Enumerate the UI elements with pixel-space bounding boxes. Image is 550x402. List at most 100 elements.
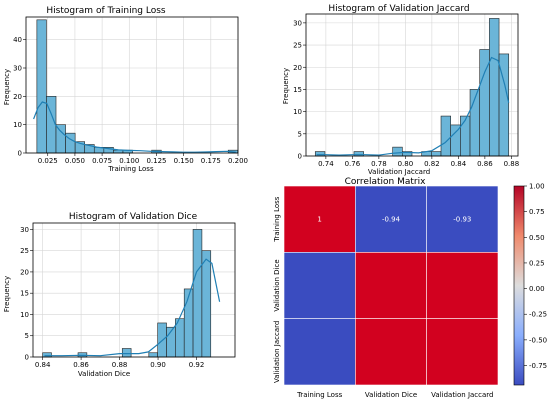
heatmap-y-label: Validation Dice [273, 259, 281, 311]
y-ticks: 0 10 20 30 40 [13, 36, 26, 158]
histogram-bar [42, 352, 52, 358]
x-tick-label: 0.92 [189, 361, 205, 369]
y-tick-label: 5 [25, 332, 29, 340]
colorbar-tick-label: 0.75 [529, 208, 545, 216]
heatmap-cell [355, 252, 427, 319]
heatmap-x-labels: Training Loss Validation Dice Validation J… [296, 391, 493, 399]
colorbar [513, 185, 525, 386]
x-tick-label: 0.200 [228, 157, 248, 165]
x-tick-label: 0.76 [345, 160, 361, 168]
colorbar-ticks: 1.00 0.75 0.50 0.25 0.00 -0.25 -0.50 -0.75 [524, 183, 547, 370]
y-tick-label: 20 [20, 268, 29, 276]
y-tick-label: 15 [20, 290, 29, 298]
kde-line [33, 101, 236, 153]
bars [314, 18, 510, 157]
x-tick-label: 0.150 [174, 157, 194, 165]
heatmap-cell [355, 185, 427, 253]
y-tick-label: 5 [298, 130, 302, 138]
histogram-bar [460, 115, 471, 157]
x-tick-label: 0.88 [112, 361, 128, 369]
colorbar-tick-label: -0.25 [529, 311, 547, 319]
y-axis-label: Frequency [282, 68, 290, 104]
cell-annotation: -0.93 [453, 216, 471, 224]
colorbar-tick-label: 1.00 [529, 183, 545, 191]
kde-line [44, 258, 221, 357]
chart-title: Histogram of Validation Jaccard [328, 4, 469, 14]
x-tick-label: 0.74 [318, 160, 334, 168]
x-tick-label: 0.90 [150, 361, 166, 369]
histogram-bar [314, 151, 326, 157]
plot-frame [25, 16, 239, 154]
heatmap-y-label: Training Loss [273, 196, 281, 243]
heatmap-x-label: Validation Jaccard [431, 391, 493, 399]
chart-title: Histogram of Validation Dice [69, 212, 198, 222]
histogram-bar [489, 18, 500, 157]
histogram-bar [192, 229, 203, 358]
x-axis-label: Validation Jaccard [368, 168, 430, 176]
heatmap-cell [283, 252, 356, 319]
x-tick-label: 0.84 [451, 160, 467, 168]
training-loss-histogram: 0.025 0.050 0.075 0.100 0.125 0.150 0.175 0.200… [3, 6, 248, 173]
y-tick-label: 10 [293, 108, 302, 116]
y-axis-label: Frequency [3, 276, 11, 312]
histogram-bar [353, 151, 364, 157]
y-tick-label: 0 [25, 354, 29, 362]
chart-title: Correlation Matrix [345, 177, 426, 187]
validation-dice-histogram: 0.84 0.86 0.88 0.90 0.92 0 5 10 15 20 25 30 Histog… [3, 212, 236, 378]
y-tick-label: 30 [13, 65, 22, 73]
colorbar-tick-label: 0.50 [529, 234, 545, 242]
colorbar-tick-label: 0.00 [529, 285, 545, 293]
x-tick-label: 0.86 [73, 361, 89, 369]
histogram-bar [183, 288, 194, 358]
cell-annotation: 1 [317, 216, 321, 224]
heatmap-y-label: Validation Jaccard [273, 321, 281, 383]
y-ticks: 0 5 10 15 20 25 30 [20, 226, 33, 362]
histogram-bar [36, 19, 47, 154]
x-tick-label: 0.82 [424, 160, 440, 168]
y-tick-label: 0 [298, 153, 302, 161]
x-tick-label: 0.125 [146, 157, 166, 165]
x-tick-label: 0.175 [201, 157, 221, 165]
x-ticks: 0.84 0.86 0.88 0.90 0.92 [35, 357, 204, 369]
histogram-bar [201, 250, 212, 358]
y-axis-label: Frequency [3, 69, 11, 105]
x-tick-label: 0.84 [35, 361, 51, 369]
histogram-bar [121, 348, 132, 358]
y-ticks: 0 5 10 15 20 25 30 [293, 19, 306, 161]
y-tick-label: 15 [293, 86, 302, 94]
x-tick-label: 0.78 [371, 160, 387, 168]
histogram-bar [431, 151, 442, 157]
x-ticks: 0.025 0.050 0.075 0.100 0.125 0.150 0.175 0.200 [38, 153, 248, 165]
plot-frame [305, 13, 519, 157]
x-tick-label: 0.075 [92, 157, 112, 165]
heatmap-cell [283, 318, 356, 386]
kde-line [316, 56, 510, 156]
heatmap-x-label: Validation Dice [365, 391, 417, 399]
y-tick-label: 10 [13, 121, 22, 129]
y-tick-label: 10 [20, 311, 29, 319]
x-tick-label: 0.025 [38, 157, 58, 165]
y-tick-label: 20 [293, 64, 302, 72]
x-tick-label: 0.80 [398, 160, 414, 168]
correlation-heatmap: Correlation Matrix 1 -0.94 -0.93 Training … [273, 177, 547, 399]
y-tick-label: 20 [13, 93, 22, 101]
cell-annotation: -0.94 [382, 216, 401, 224]
y-tick-label: 30 [20, 226, 29, 234]
heatmap-cells: 1 -0.94 -0.93 [283, 185, 499, 386]
validation-jaccard-histogram: 0.74 0.76 0.78 0.80 0.82 0.84 0.86 0.88 0 5 10 15 2… [282, 4, 519, 176]
colorbar-tick-label: -0.50 [529, 336, 547, 344]
x-tick-label: 0.86 [477, 160, 493, 168]
x-axis-label: Training Loss [107, 165, 154, 173]
x-tick-label: 0.050 [65, 157, 85, 165]
heatmap-cell [355, 318, 427, 386]
heatmap-cell [426, 252, 499, 319]
histogram-bar [55, 124, 66, 154]
plot-frame [32, 222, 236, 358]
y-tick-label: 25 [20, 247, 29, 255]
histogram-bar [148, 352, 158, 358]
chart-title: Histogram of Training Loss [46, 6, 166, 16]
histogram-bar [440, 115, 451, 157]
y-tick-label: 40 [13, 36, 22, 44]
x-tick-label: 0.88 [504, 160, 520, 168]
